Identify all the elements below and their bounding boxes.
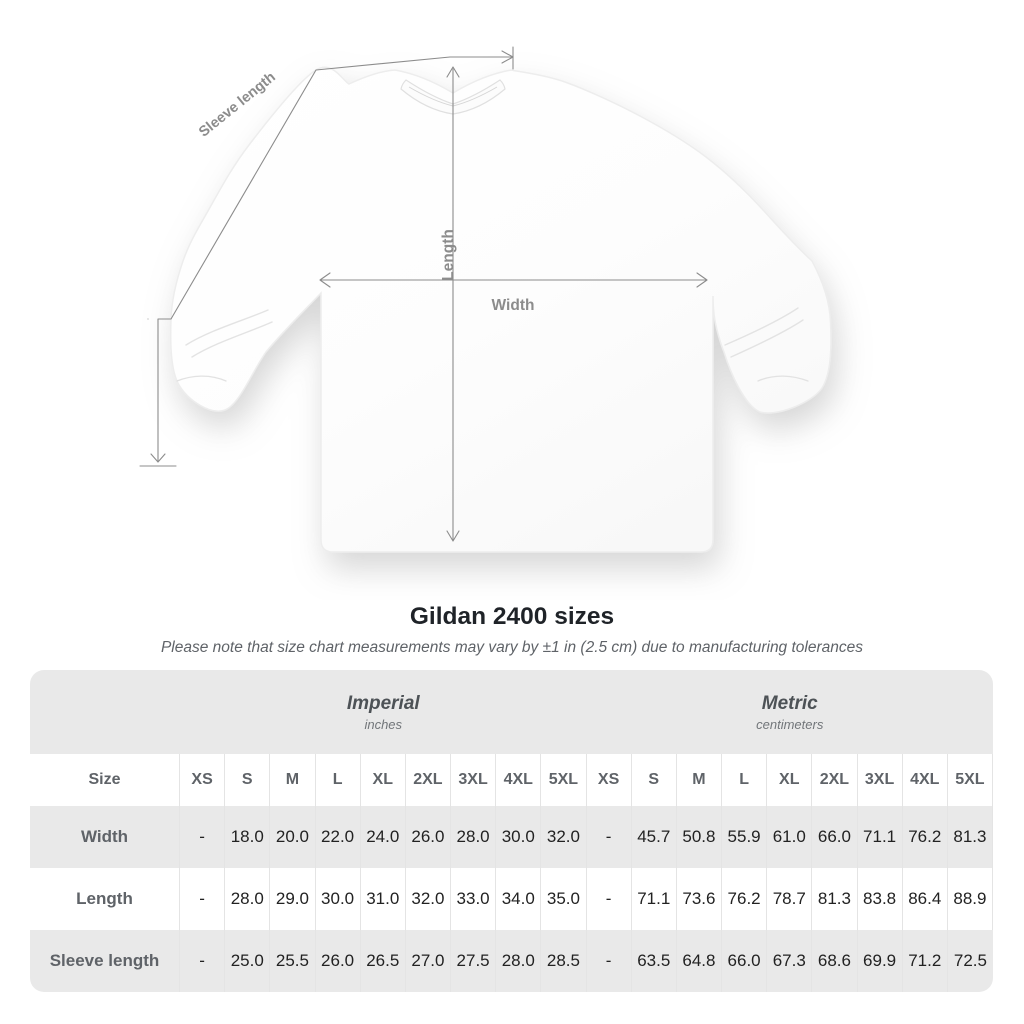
svg-text:Length: Length xyxy=(440,229,457,281)
svg-text:Width: Width xyxy=(492,297,535,314)
